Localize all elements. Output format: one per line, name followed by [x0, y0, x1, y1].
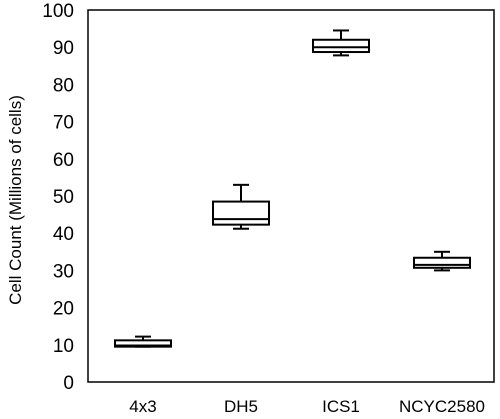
x-axis-labels: 4x3 DH5 ICS1 NCYC2580	[129, 397, 485, 416]
y-tick-label: 60	[53, 150, 74, 171]
y-tick-label: 30	[53, 261, 74, 282]
box-series	[114, 29, 471, 348]
box-dh5	[212, 183, 270, 230]
iqr-box	[114, 339, 172, 348]
y-axis-ticks: 0 10 20 30 40 50 60 70 80 90 100	[42, 1, 74, 394]
y-tick-label: 90	[53, 38, 74, 59]
box-4x3	[114, 335, 172, 348]
x-tick-label: 4x3	[129, 397, 156, 416]
y-tick-label: 70	[53, 113, 74, 134]
x-tick-label: ICS1	[322, 397, 360, 416]
y-tick-label: 100	[42, 1, 74, 22]
y-tick-label: 50	[53, 187, 74, 208]
box-ncyc2580	[413, 250, 471, 272]
y-tick-label: 10	[53, 336, 74, 357]
x-tick-label: DH5	[224, 397, 258, 416]
y-axis-title: Cell Count (Millions of cells)	[6, 95, 25, 305]
plot-area	[87, 9, 495, 383]
iqr-box	[212, 200, 270, 226]
plot-frame	[87, 9, 495, 383]
iqr-box	[413, 256, 471, 269]
box-ics1	[312, 29, 370, 57]
x-tick-label: NCYC2580	[399, 397, 485, 416]
iqr-box	[312, 38, 370, 54]
y-tick-label: 20	[53, 299, 74, 320]
y-tick-label: 0	[63, 373, 74, 394]
y-tick-label: 80	[53, 75, 74, 96]
y-tick-label: 40	[53, 224, 74, 245]
